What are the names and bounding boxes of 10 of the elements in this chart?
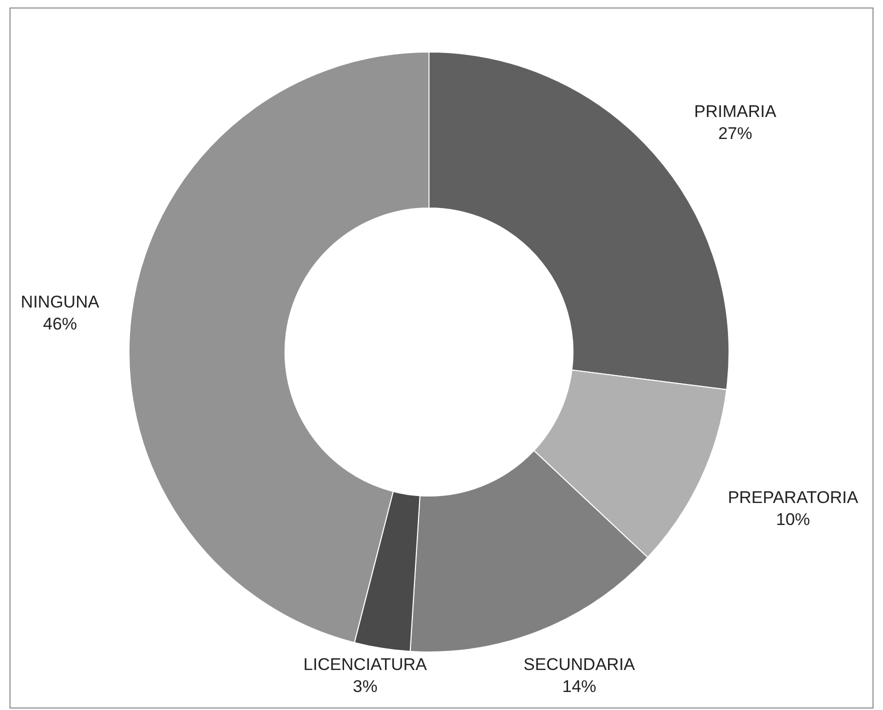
data-label: 14% (562, 677, 596, 696)
data-label: 46% (42, 314, 78, 334)
data-label: 3% (352, 677, 378, 696)
slice-label: NINGUNA (20, 292, 100, 312)
data-label: 10% (776, 510, 810, 530)
slice-label: LICENCIATURA (303, 655, 428, 674)
slice-label: PREPARATORIA (728, 488, 859, 508)
slice-label: PRIMARIA (694, 102, 777, 122)
data-label: 27% (718, 124, 752, 144)
slice-label: SECUNDARIA (524, 655, 636, 674)
